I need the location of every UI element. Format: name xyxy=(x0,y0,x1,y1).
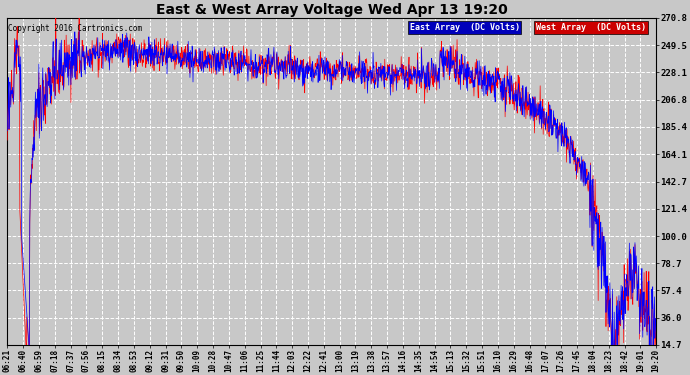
Text: East Array  (DC Volts): East Array (DC Volts) xyxy=(410,23,520,32)
Title: East & West Array Voltage Wed Apr 13 19:20: East & West Array Voltage Wed Apr 13 19:… xyxy=(156,3,508,17)
Text: Copyright 2016 Cartronics.com: Copyright 2016 Cartronics.com xyxy=(8,24,142,33)
Text: West Array  (DC Volts): West Array (DC Volts) xyxy=(536,23,646,32)
